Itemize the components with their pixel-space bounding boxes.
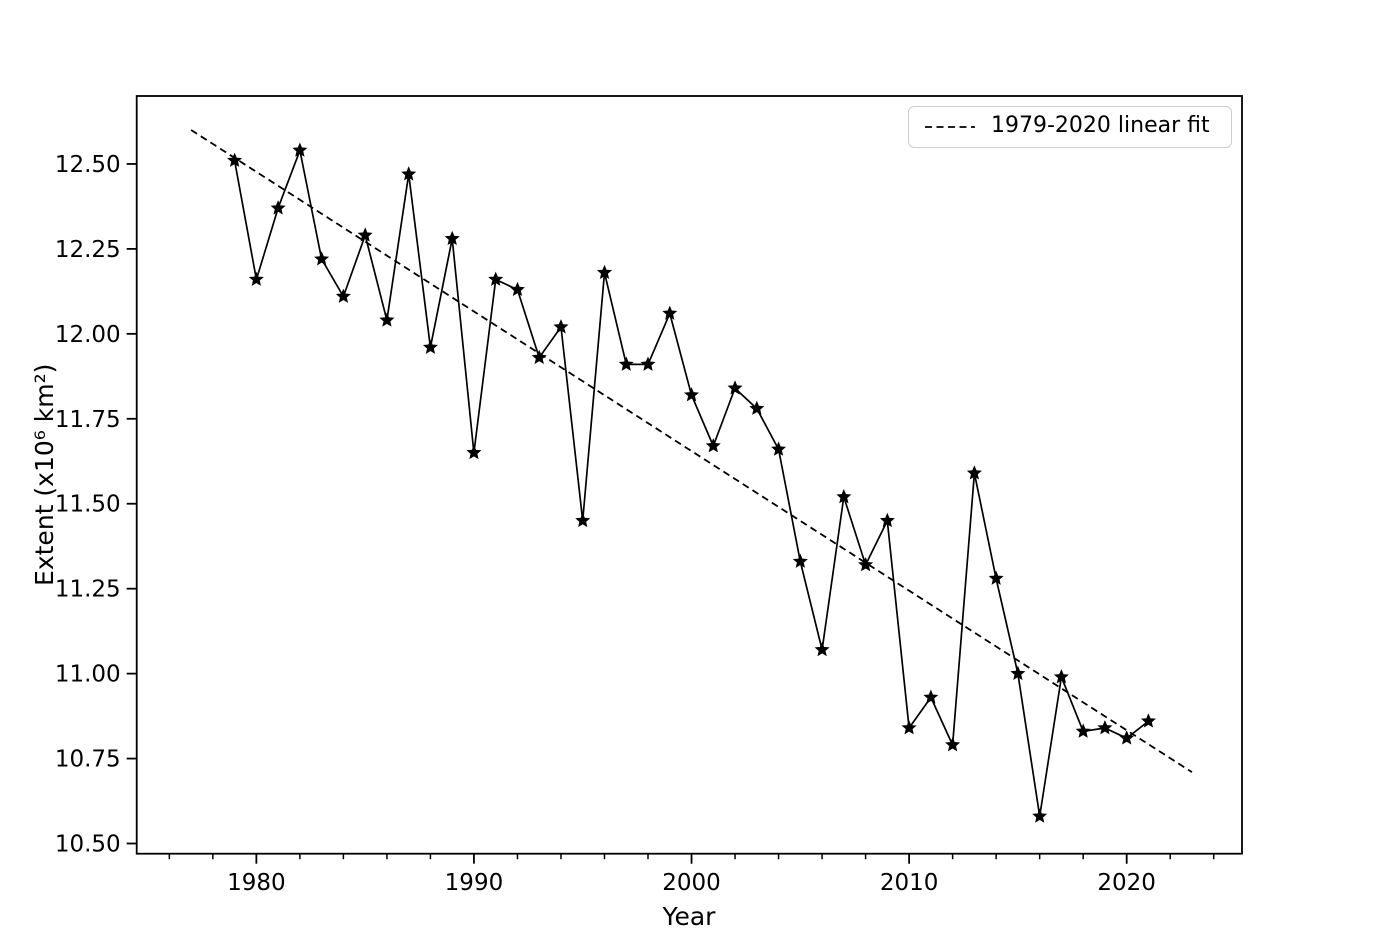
y-tick-label: 12.25	[55, 237, 121, 263]
data-point-marker	[640, 356, 656, 371]
data-point-marker	[596, 264, 613, 280]
data-point-marker	[509, 281, 525, 297]
extent-line	[233, 149, 1149, 818]
data-point-marker	[1119, 730, 1135, 745]
data-point-marker	[248, 271, 264, 286]
x-tick-label: 2000	[662, 870, 721, 896]
plot-border	[135, 95, 1243, 855]
data-point-marker	[792, 553, 808, 568]
x-tick-label: 1980	[227, 870, 286, 896]
data-point-marker	[488, 271, 504, 286]
data-point-marker	[879, 512, 895, 528]
data-point-marker	[662, 305, 678, 320]
y-tick-label: 11.25	[55, 577, 121, 603]
data-point-marker	[966, 465, 982, 480]
ticks-layer: 10.50 10.75 11.00 11.25 11.50 11.75 12.00 12.25…	[55, 152, 1215, 896]
data-point-marker	[379, 312, 395, 327]
series-layer	[190, 129, 1193, 823]
data-point-marker	[1140, 713, 1156, 728]
data-point-marker	[749, 400, 765, 415]
data-point-marker	[618, 356, 634, 371]
data-point-marker	[444, 230, 460, 246]
data-point-marker	[705, 438, 721, 453]
y-tick-label: 11.00	[55, 662, 121, 688]
x-tick-label: 2010	[880, 870, 939, 896]
data-point-marker	[270, 200, 286, 215]
data-point-marker	[1053, 669, 1069, 684]
y-tick-label: 10.50	[55, 832, 121, 858]
data-point-marker	[1010, 665, 1026, 681]
legend-label: 1979-2020 linear fit	[991, 113, 1210, 138]
data-point-marker	[858, 557, 874, 572]
linear-fit-line	[190, 129, 1193, 773]
data-point-marker	[1032, 808, 1048, 823]
y-axis-label: Extent (x10⁶ km²)	[30, 364, 59, 586]
data-point-marker	[727, 380, 743, 395]
data-point-marker	[553, 319, 569, 334]
data-point-marker	[466, 444, 482, 460]
data-point-marker	[422, 339, 438, 354]
x-axis-label: Year	[662, 902, 717, 931]
y-tick-label: 11.75	[55, 407, 121, 433]
legend-box: 1979-2020 linear fit	[908, 106, 1232, 148]
data-point-marker	[945, 737, 961, 752]
data-point-marker	[227, 152, 243, 167]
data-point-marker	[575, 512, 591, 528]
x-tick-label: 2020	[1097, 870, 1156, 896]
data-point-marker	[1075, 723, 1091, 738]
data-point-marker	[836, 488, 852, 504]
legend-dashed-line-icon	[925, 126, 975, 128]
data-point-marker	[357, 227, 373, 242]
data-point-marker	[814, 641, 830, 657]
y-tick-label: 12.00	[55, 322, 121, 348]
data-point-marker	[1097, 720, 1113, 735]
x-tick-label: 1990	[445, 870, 504, 896]
data-point-marker	[901, 720, 917, 735]
y-tick-label: 12.50	[55, 152, 121, 178]
data-point-marker	[292, 142, 308, 157]
y-tick-label: 10.75	[55, 747, 121, 773]
data-point-marker	[771, 441, 787, 456]
data-point-marker	[988, 570, 1004, 585]
data-point-marker	[531, 349, 547, 365]
data-point-marker	[401, 166, 417, 181]
data-point-marker	[335, 288, 351, 303]
y-tick-label: 11.50	[55, 492, 121, 518]
data-point-marker	[314, 251, 330, 266]
data-point-marker	[683, 387, 700, 402]
data-point-marker	[923, 689, 939, 704]
